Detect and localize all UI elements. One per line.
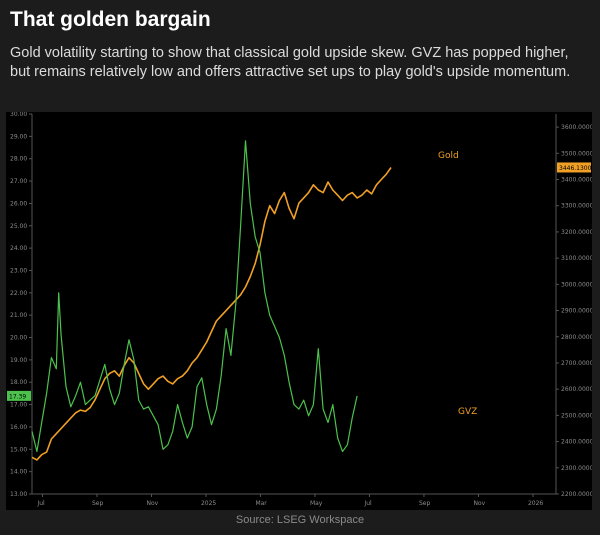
right-tick-label: 2900.0000 bbox=[561, 308, 592, 315]
left-tick-label: 13.00 bbox=[10, 491, 27, 498]
left-tick-label: 27.00 bbox=[10, 178, 27, 185]
left-tick-label: 28.00 bbox=[10, 156, 27, 163]
left-tick-label: 30.00 bbox=[10, 112, 27, 118]
left-tick-label: 19.00 bbox=[10, 357, 27, 364]
price-chart: 13.00 14.00 15.00 16.00 17.00 18.00 19.00 20.00… bbox=[7, 112, 592, 507]
x-tick-label: Sep bbox=[419, 500, 431, 507]
page-title: That golden bargain bbox=[10, 8, 211, 31]
right-tick-label: 3500.0000 bbox=[561, 150, 592, 157]
gvz-series-line bbox=[31, 140, 358, 453]
left-tick-label: 22.00 bbox=[10, 290, 27, 297]
page-subtitle: Gold volatility starting to show that cl… bbox=[10, 45, 571, 80]
right-tick-label: 2400.0000 bbox=[561, 439, 592, 446]
x-tick-label: Jul bbox=[363, 500, 372, 507]
x-tick-label: 2026 bbox=[528, 500, 543, 507]
gold-series-line bbox=[31, 167, 392, 461]
left-tick-label: 29.00 bbox=[10, 133, 27, 140]
right-tick-label: 2200.0000 bbox=[561, 491, 592, 498]
gvz-last-value-text: 17.39 bbox=[9, 393, 26, 400]
left-tick-label: 18.00 bbox=[10, 379, 27, 386]
left-tick-label: 26.00 bbox=[10, 200, 27, 207]
chart-area: 13.00 14.00 15.00 16.00 17.00 18.00 19.00 20.00… bbox=[6, 112, 592, 510]
left-tick-label: 24.00 bbox=[10, 245, 27, 252]
x-tick-label: Mar bbox=[255, 500, 267, 507]
gvz-series-label: GVZ bbox=[458, 407, 477, 417]
left-tick-label: 21.00 bbox=[10, 312, 27, 319]
right-tick-label: 2700.0000 bbox=[561, 360, 592, 367]
right-tick-label: 3600.0000 bbox=[561, 124, 592, 131]
gold-last-value-badge bbox=[557, 162, 591, 173]
right-tick-label: 2800.0000 bbox=[561, 334, 592, 341]
x-tick-label: Sep bbox=[92, 500, 104, 507]
right-tick-label: 2500.0000 bbox=[561, 412, 592, 419]
left-tick-label: 23.00 bbox=[10, 267, 27, 274]
right-tick-label: 3200.0000 bbox=[561, 229, 592, 236]
x-tick-label: Jul bbox=[36, 500, 45, 507]
gold-last-value-text: 3446.1300 bbox=[559, 165, 592, 172]
x-tick-label: May bbox=[310, 500, 323, 507]
right-tick-label: 3300.0000 bbox=[561, 203, 592, 210]
right-tick-label: 3000.0000 bbox=[561, 281, 592, 288]
gvz-last-value-badge bbox=[7, 390, 31, 401]
source-note: Source: LSEG Workspace bbox=[235, 514, 365, 526]
gold-series-label: Gold bbox=[438, 151, 459, 161]
right-tick-label: 3400.0000 bbox=[561, 177, 592, 184]
left-tick-label: 15.00 bbox=[10, 446, 27, 453]
left-tick-label: 20.00 bbox=[10, 335, 27, 342]
right-tick-label: 2600.0000 bbox=[561, 386, 592, 393]
right-tick-label: 2300.0000 bbox=[561, 465, 592, 472]
x-tick-label: Nov bbox=[146, 500, 158, 507]
x-tick-label: 2025 bbox=[201, 500, 216, 507]
right-tick-label: 3100.0000 bbox=[561, 255, 592, 262]
left-tick-label: 25.00 bbox=[10, 223, 27, 230]
left-tick-label: 16.00 bbox=[10, 424, 27, 431]
x-tick-label: Nov bbox=[473, 500, 485, 507]
left-tick-label: 17.00 bbox=[10, 402, 27, 409]
left-tick-label: 14.00 bbox=[10, 469, 27, 476]
